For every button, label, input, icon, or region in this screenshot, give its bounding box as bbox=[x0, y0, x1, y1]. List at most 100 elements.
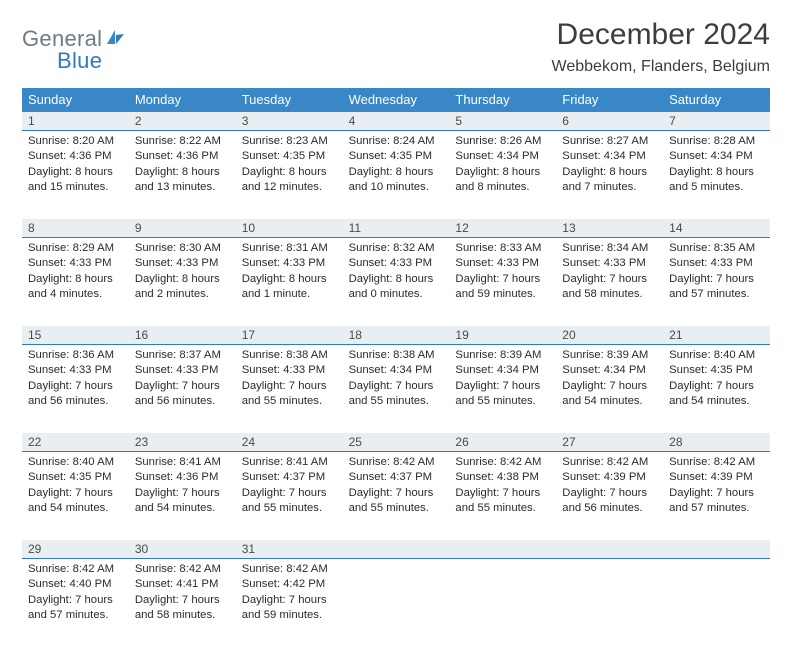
daylight-line: Daylight: 7 hours and 55 minutes. bbox=[349, 486, 444, 517]
sunset-line: Sunset: 4:35 PM bbox=[349, 149, 444, 164]
sunrise-line: Sunrise: 8:30 AM bbox=[135, 241, 230, 256]
sunrise-line: Sunrise: 8:31 AM bbox=[242, 241, 337, 256]
day-number: 29 bbox=[22, 540, 129, 558]
sunset-line: Sunset: 4:35 PM bbox=[28, 470, 123, 485]
sunrise-line: Sunrise: 8:22 AM bbox=[135, 134, 230, 149]
sunset-line: Sunset: 4:34 PM bbox=[455, 363, 550, 378]
daylight-line: Daylight: 7 hours and 58 minutes. bbox=[562, 272, 657, 303]
sunset-line: Sunset: 4:39 PM bbox=[669, 470, 764, 485]
sunrise-line: Sunrise: 8:20 AM bbox=[28, 134, 123, 149]
logo-word-blue: Blue bbox=[57, 48, 102, 73]
week-content-row: Sunrise: 8:40 AMSunset: 4:35 PMDaylight:… bbox=[22, 452, 770, 540]
daylight-line: Daylight: 7 hours and 57 minutes. bbox=[669, 486, 764, 517]
week-content-row: Sunrise: 8:29 AMSunset: 4:33 PMDaylight:… bbox=[22, 238, 770, 326]
day-number: 16 bbox=[129, 326, 236, 344]
weekday-header-cell: Wednesday bbox=[343, 88, 450, 112]
day-number: 13 bbox=[556, 219, 663, 237]
day-number: 5 bbox=[449, 112, 556, 130]
sunrise-line: Sunrise: 8:35 AM bbox=[669, 241, 764, 256]
daylight-line: Daylight: 7 hours and 56 minutes. bbox=[135, 379, 230, 410]
sunrise-line: Sunrise: 8:41 AM bbox=[135, 455, 230, 470]
day-number-row: 22232425262728 bbox=[22, 433, 770, 452]
day-cell: Sunrise: 8:42 AMSunset: 4:38 PMDaylight:… bbox=[449, 452, 556, 540]
day-cell: Sunrise: 8:38 AMSunset: 4:34 PMDaylight:… bbox=[343, 345, 450, 433]
daylight-line: Daylight: 7 hours and 55 minutes. bbox=[349, 379, 444, 410]
day-cell: Sunrise: 8:28 AMSunset: 4:34 PMDaylight:… bbox=[663, 131, 770, 219]
sunset-line: Sunset: 4:38 PM bbox=[455, 470, 550, 485]
header: General Blue December 2024 Webbekom, Fla… bbox=[22, 18, 770, 84]
calendar: SundayMondayTuesdayWednesdayThursdayFrid… bbox=[22, 88, 770, 647]
sunset-line: Sunset: 4:34 PM bbox=[562, 363, 657, 378]
sunset-line: Sunset: 4:33 PM bbox=[28, 363, 123, 378]
day-number: 12 bbox=[449, 219, 556, 237]
day-number: 18 bbox=[343, 326, 450, 344]
daylight-line: Daylight: 7 hours and 55 minutes. bbox=[242, 379, 337, 410]
day-cell: Sunrise: 8:40 AMSunset: 4:35 PMDaylight:… bbox=[663, 345, 770, 433]
day-number: 17 bbox=[236, 326, 343, 344]
daylight-line: Daylight: 7 hours and 57 minutes. bbox=[669, 272, 764, 303]
day-cell: Sunrise: 8:42 AMSunset: 4:37 PMDaylight:… bbox=[343, 452, 450, 540]
sunset-line: Sunset: 4:33 PM bbox=[242, 363, 337, 378]
day-number: 21 bbox=[663, 326, 770, 344]
daylight-line: Daylight: 7 hours and 59 minutes. bbox=[455, 272, 550, 303]
sunrise-line: Sunrise: 8:26 AM bbox=[455, 134, 550, 149]
day-number: 30 bbox=[129, 540, 236, 558]
day-number: 1 bbox=[22, 112, 129, 130]
day-cell: Sunrise: 8:39 AMSunset: 4:34 PMDaylight:… bbox=[556, 345, 663, 433]
sunset-line: Sunset: 4:40 PM bbox=[28, 577, 123, 592]
day-number: 6 bbox=[556, 112, 663, 130]
weekday-header-cell: Saturday bbox=[663, 88, 770, 112]
day-number: 20 bbox=[556, 326, 663, 344]
day-cell bbox=[343, 559, 450, 647]
week-content-row: Sunrise: 8:42 AM Sunset: 4:40 PMDaylight:… bbox=[22, 559, 770, 647]
day-cell: Sunrise: 8:38 AMSunset: 4:33 PMDaylight:… bbox=[236, 345, 343, 433]
day-number: 19 bbox=[449, 326, 556, 344]
day-number-row: 15161718192021 bbox=[22, 326, 770, 345]
daylight-line: Daylight: 7 hours and 57 minutes. bbox=[28, 593, 123, 624]
daylight-line: Daylight: 8 hours and 0 minutes. bbox=[349, 272, 444, 303]
day-number: 10 bbox=[236, 219, 343, 237]
daylight-line: Daylight: 8 hours and 12 minutes. bbox=[242, 165, 337, 196]
day-number: 3 bbox=[236, 112, 343, 130]
sunset-line: Sunset: 4:33 PM bbox=[242, 256, 337, 271]
sunrise-line: Sunrise: 8:29 AM bbox=[28, 241, 123, 256]
day-number: 8 bbox=[22, 219, 129, 237]
daylight-line: Daylight: 8 hours and 1 minute. bbox=[242, 272, 337, 303]
day-cell bbox=[449, 559, 556, 647]
sunset-line: Sunset: 4:35 PM bbox=[242, 149, 337, 164]
daylight-line: Daylight: 7 hours and 55 minutes. bbox=[242, 486, 337, 517]
sunset-line: Sunset: 4:33 PM bbox=[669, 256, 764, 271]
weekday-header-cell: Sunday bbox=[22, 88, 129, 112]
week-content-row: Sunrise: 8:20 AMSunset: 4:36 PM Daylight:… bbox=[22, 131, 770, 219]
logo-text: General Blue bbox=[22, 26, 126, 78]
sunset-line: Sunset: 4:34 PM bbox=[349, 363, 444, 378]
daylight-line: Daylight: 7 hours and 55 minutes. bbox=[455, 486, 550, 517]
sunset-line: Sunset: 4:39 PM bbox=[562, 470, 657, 485]
day-cell: Sunrise: 8:34 AMSunset: 4:33 PMDaylight:… bbox=[556, 238, 663, 326]
day-cell: Sunrise: 8:24 AMSunset: 4:35 PMDaylight:… bbox=[343, 131, 450, 219]
daylight-line: Daylight: 7 hours and 56 minutes. bbox=[562, 486, 657, 517]
daylight-line: Daylight: 8 hours and 13 minutes. bbox=[135, 165, 230, 196]
day-number: 27 bbox=[556, 433, 663, 451]
daylight-line: Daylight: 8 hours and 5 minutes. bbox=[669, 165, 764, 196]
day-cell: Sunrise: 8:23 AMSunset: 4:35 PMDaylight:… bbox=[236, 131, 343, 219]
sunset-line: Sunset: 4:41 PM bbox=[135, 577, 230, 592]
sunrise-line: Sunrise: 8:42 AM bbox=[455, 455, 550, 470]
daylight-line: Daylight: 7 hours and 54 minutes. bbox=[28, 486, 123, 517]
day-cell: Sunrise: 8:37 AMSunset: 4:33 PMDaylight:… bbox=[129, 345, 236, 433]
day-number: 31 bbox=[236, 540, 343, 558]
day-cell: Sunrise: 8:40 AMSunset: 4:35 PMDaylight:… bbox=[22, 452, 129, 540]
sunset-line: Sunset: 4:37 PM bbox=[242, 470, 337, 485]
weekday-header-cell: Thursday bbox=[449, 88, 556, 112]
day-number: 14 bbox=[663, 219, 770, 237]
sunrise-line: Sunrise: 8:40 AM bbox=[669, 348, 764, 363]
sunrise-line: Sunrise: 8:42 AM bbox=[135, 562, 230, 577]
week-content-row: Sunrise: 8:36 AMSunset: 4:33 PMDaylight:… bbox=[22, 345, 770, 433]
sunset-line: Sunset: 4:36 PM bbox=[28, 149, 123, 164]
day-cell: Sunrise: 8:41 AMSunset: 4:37 PMDaylight:… bbox=[236, 452, 343, 540]
day-number: 24 bbox=[236, 433, 343, 451]
day-cell bbox=[663, 559, 770, 647]
daylight-line: Daylight: 8 hours and 7 minutes. bbox=[562, 165, 657, 196]
day-number-row: 891011121314 bbox=[22, 219, 770, 238]
sunrise-line: Sunrise: 8:39 AM bbox=[455, 348, 550, 363]
